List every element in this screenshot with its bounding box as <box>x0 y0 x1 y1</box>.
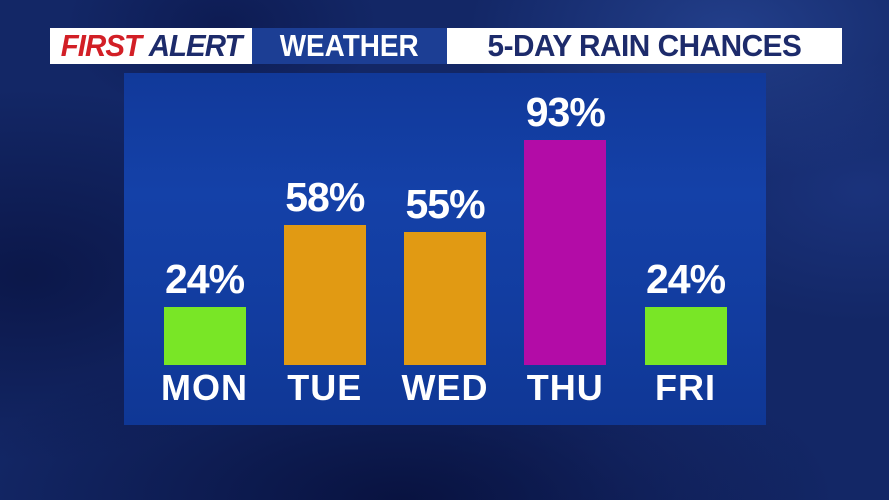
brand-alert-text: ALERT <box>148 28 243 63</box>
bar-value-label-fri: 24% <box>645 256 726 302</box>
weather-badge-text: WEATHER <box>280 28 419 63</box>
bar-group-thu: 93% THU <box>500 73 630 425</box>
bar-value-label-wed: 55% <box>405 181 485 227</box>
bar-wed <box>404 232 486 365</box>
bar-value-label-mon: 24% <box>164 256 245 302</box>
page-title-text: 5-DAY RAIN CHANCES <box>487 28 802 63</box>
bar-category-label-thu: THU <box>526 367 604 408</box>
bar-group-mon: 24% MON <box>140 73 270 425</box>
bar-tue <box>283 225 366 365</box>
header-banner: FIRST ALERT WEATHER 5-DAY RAIN CHANCES <box>50 28 842 64</box>
bar-fri <box>644 307 727 365</box>
bar-category-label-tue: TUE <box>287 367 363 408</box>
weather-badge: WEATHER <box>252 28 447 64</box>
first-alert-badge: FIRST ALERT <box>50 28 252 64</box>
bar-group-wed: 55% WED <box>380 73 510 425</box>
chart-panel: 24% MON 58% TUE 55% WED 93% THU 24% FRI <box>124 73 766 425</box>
bar-category-label-wed: WED <box>401 367 489 408</box>
bar-group-tue: 58% TUE <box>260 73 390 425</box>
bar-group-fri: 24% FRI <box>621 73 751 425</box>
bar-value-label-tue: 58% <box>285 174 365 220</box>
bar-category-label-mon: MON <box>161 367 248 408</box>
bar-thu <box>524 140 607 365</box>
bar-value-label-thu: 93% <box>525 89 606 135</box>
brand-first-text: FIRST <box>60 28 142 63</box>
bar-mon <box>163 307 246 365</box>
first-alert-wordmark: FIRST ALERT <box>60 28 243 64</box>
page-title: 5-DAY RAIN CHANCES <box>447 28 842 64</box>
bar-category-label-fri: FRI <box>655 367 716 408</box>
